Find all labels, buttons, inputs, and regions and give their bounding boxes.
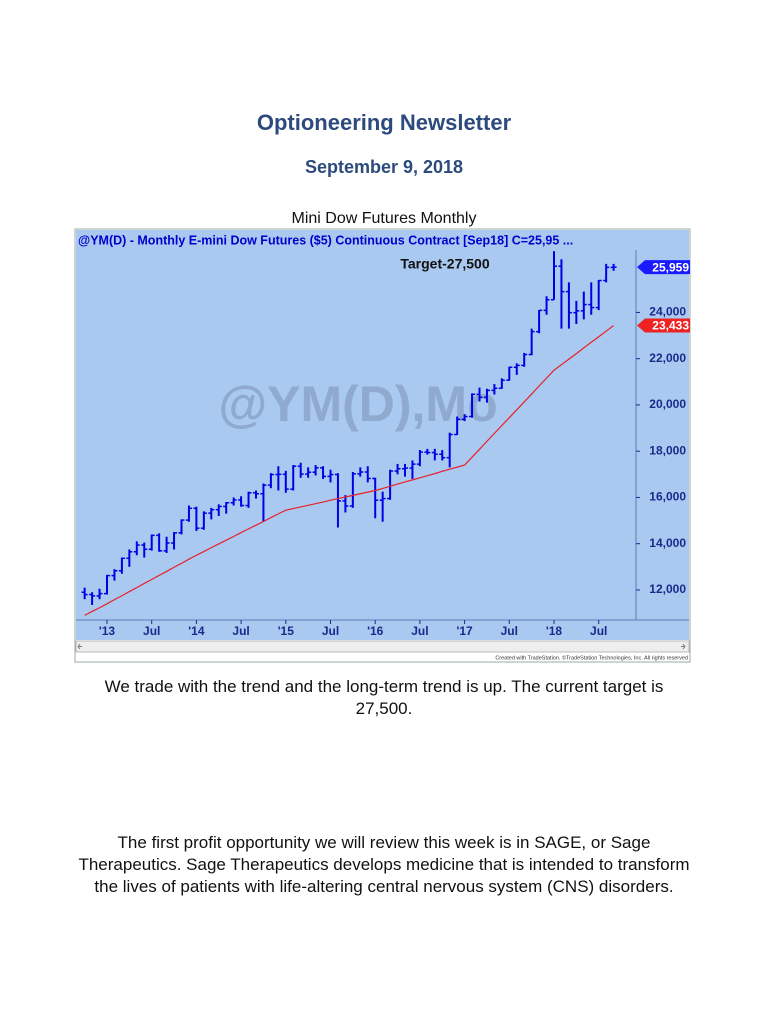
- x-tick-label: '15: [278, 624, 295, 638]
- annotation: Target-27,500: [400, 256, 489, 272]
- x-tick-label: '13: [99, 624, 116, 638]
- y-tick-label: 20,000: [649, 397, 686, 411]
- moving-average-line: [84, 325, 614, 616]
- scroll-left-arrow: [77, 643, 82, 650]
- price-marker: [637, 318, 690, 333]
- y-tick-label: 22,000: [649, 351, 686, 365]
- y-tick-label: 24,000: [649, 305, 686, 319]
- x-tick-label: '18: [546, 624, 563, 638]
- x-tick-label: Jul: [590, 624, 607, 638]
- x-tick-label: Jul: [411, 624, 428, 638]
- credit: Created with TradeStation. ©TradeStation…: [495, 654, 688, 661]
- price-marker-label: 25,959: [652, 260, 689, 274]
- price-marker-label: 23,433: [652, 319, 689, 333]
- paragraph: The first profit opportunity we will rev…: [78, 833, 690, 896]
- x-tick-label: '14: [188, 624, 205, 638]
- price-marker: [637, 260, 690, 275]
- scrollbar: [75, 640, 690, 653]
- chart: @YM(D),Mo @YM(D) - Monthly E-mini Dow Fu…: [74, 228, 691, 663]
- paragraph: We trade with the trend and the long-ter…: [104, 677, 664, 718]
- y-tick-label: 16,000: [649, 490, 686, 504]
- x-tick-label: Jul: [143, 624, 160, 638]
- y-tick-label: 12,000: [649, 582, 686, 596]
- figure-caption: Mini Dow Futures Monthly: [291, 210, 477, 227]
- scroll-right-arrow: [681, 643, 686, 650]
- newsletter-title: Optioneering Newsletter: [256, 110, 512, 135]
- x-tick-label: '17: [456, 624, 473, 638]
- x-tick-label: Jul: [232, 624, 249, 638]
- x-tick-label: '16: [367, 624, 384, 638]
- x-tick-label: Jul: [501, 624, 518, 638]
- y-tick-label: 14,000: [649, 536, 686, 550]
- newsletter-date: September 9, 2018: [304, 157, 464, 177]
- chart-header: @YM(D) - Monthly E-mini Dow Futures ($5)…: [78, 233, 573, 247]
- x-tick-label: Jul: [322, 624, 339, 638]
- y-tick-label: 18,000: [649, 443, 686, 457]
- watermark: @YM(D),Mo: [218, 376, 497, 432]
- plot-background: [76, 230, 689, 640]
